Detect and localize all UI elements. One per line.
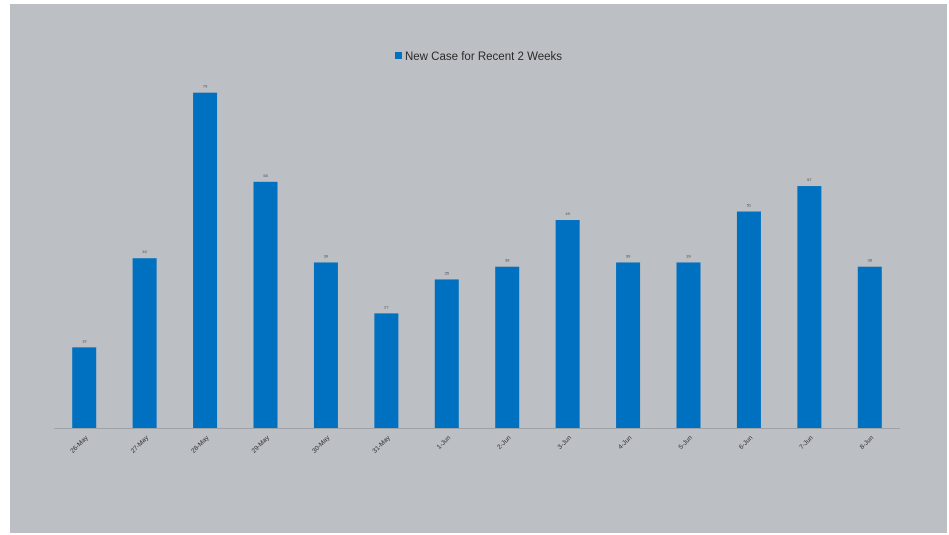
x-tick-label-26-May: 26-May: [69, 434, 90, 455]
chart-area: New Case for Recent 2 Weeks 19 40 79 58 39 27…: [10, 4, 947, 533]
data-labels-group: 19 40 79 58 39 27 35 38 49 39 39 51 57 38: [82, 84, 873, 344]
data-label-7-Jun: 57: [807, 177, 812, 182]
x-tick-labels-group: 26-May 27-May 28-May 29-May 30-May 31-May 1-Ju…: [69, 434, 875, 455]
x-tick-label-8-Jun: 8-Jun: [859, 434, 876, 451]
x-tick-label-2-Jun: 2-Jun: [496, 434, 513, 451]
bar-6-Jun: [736, 211, 761, 428]
data-label-27-May: 40: [142, 249, 147, 254]
x-tick-label-7-Jun: 7-Jun: [798, 434, 815, 451]
data-label-29-May: 58: [263, 173, 268, 178]
bar-3-Jun: [555, 220, 580, 428]
data-label-6-Jun: 51: [747, 203, 752, 208]
bar-27-May: [132, 258, 157, 428]
data-label-1-Jun: 35: [445, 270, 450, 275]
data-label-2-Jun: 38: [505, 258, 510, 263]
x-tick-label-1-Jun: 1-Jun: [436, 434, 453, 451]
data-label-31-May: 27: [384, 304, 389, 309]
data-label-4-Jun: 39: [626, 253, 631, 258]
bar-chart: 19 40 79 58 39 27 35 38 49 39 39 51 57 38 26-May 27-Ma…: [54, 84, 900, 455]
legend-swatch: [394, 52, 402, 59]
x-tick-label-29-May: 29-May: [251, 434, 272, 455]
bar-8-Jun: [857, 266, 882, 428]
bars-group: [72, 92, 882, 428]
data-label-28-May: 79: [203, 84, 208, 89]
legend: New Case for Recent 2 Weeks: [10, 51, 947, 63]
bar-4-Jun: [616, 262, 641, 428]
bar-7-Jun: [797, 186, 822, 428]
bar-29-May: [253, 181, 278, 428]
x-tick-label-30-May: 30-May: [311, 434, 332, 455]
data-label-26-May: 19: [82, 338, 87, 343]
bar-31-May: [374, 313, 399, 428]
x-tick-label-6-Jun: 6-Jun: [738, 434, 755, 451]
x-tick-label-4-Jun: 4-Jun: [617, 434, 634, 451]
bar-1-Jun: [434, 279, 459, 428]
data-label-5-Jun: 39: [686, 253, 691, 258]
bar-26-May: [72, 347, 97, 428]
bar-28-May: [193, 92, 218, 428]
x-tick-label-5-Jun: 5-Jun: [677, 434, 694, 451]
x-tick-label-28-May: 28-May: [190, 434, 211, 455]
bar-2-Jun: [495, 266, 520, 428]
x-tick-label-31-May: 31-May: [371, 434, 392, 455]
legend-label: New Case for Recent 2 Weeks: [404, 51, 563, 63]
x-tick-label-27-May: 27-May: [130, 434, 151, 455]
data-label-3-Jun: 49: [565, 211, 570, 216]
bar-30-May: [313, 262, 338, 428]
bar-5-Jun: [676, 262, 701, 428]
data-label-30-May: 39: [324, 253, 329, 258]
x-tick-label-3-Jun: 3-Jun: [557, 434, 574, 451]
data-label-8-Jun: 38: [868, 258, 873, 263]
